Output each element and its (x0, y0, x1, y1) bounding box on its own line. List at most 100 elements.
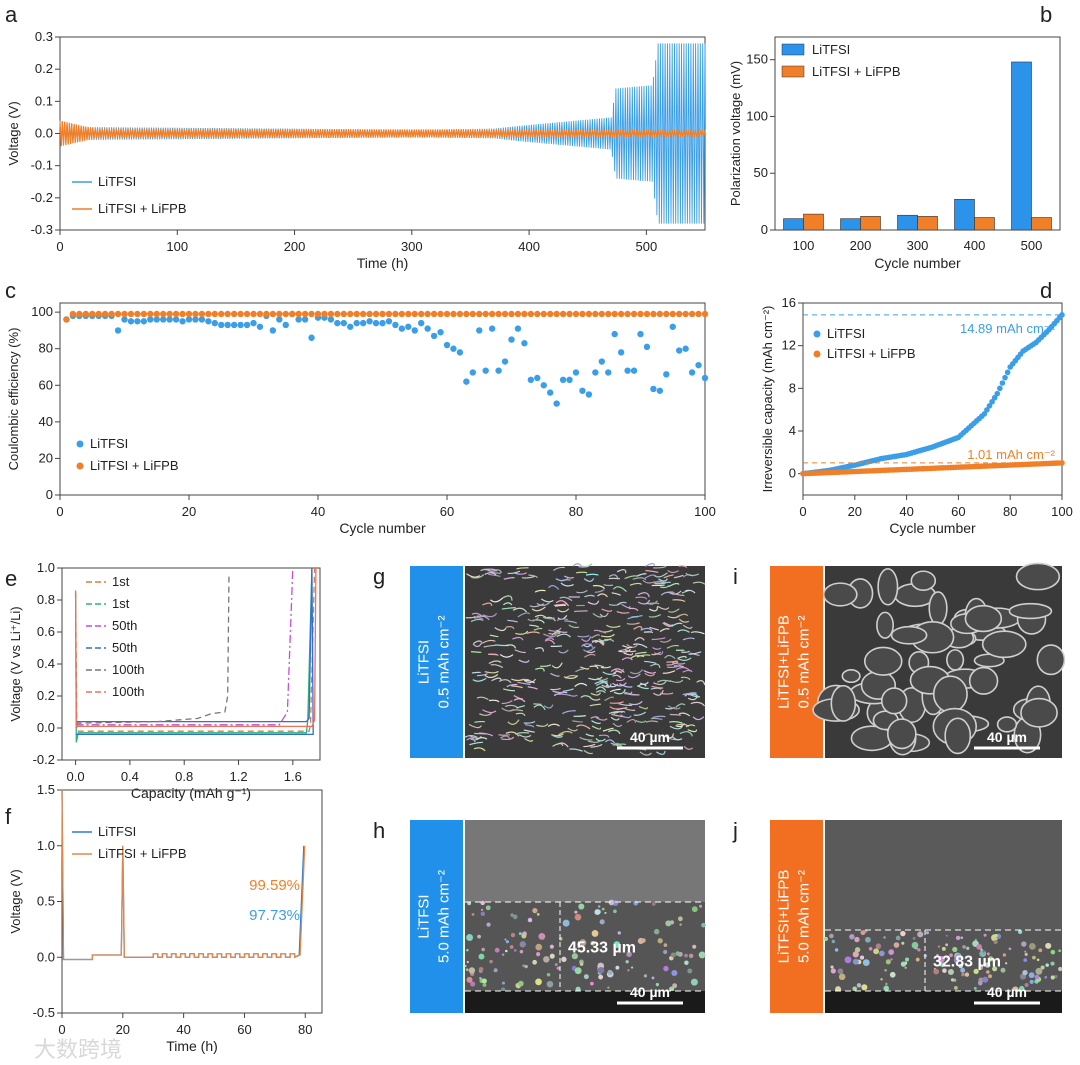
sem-texture (626, 960, 629, 963)
panel-a-ytick-label: -0.3 (31, 222, 53, 237)
panel-c-point-litfsi (599, 358, 605, 364)
sem-texture (880, 978, 882, 980)
sem-texture (824, 583, 857, 606)
sem-texture (574, 911, 577, 914)
sem-texture (1035, 975, 1040, 980)
panel-e-ytick-label: 0.6 (37, 624, 55, 639)
panel-letter-f: f (5, 804, 12, 829)
panel-f-xtick-label: 0 (58, 1022, 65, 1037)
panel-c-point-lifpb (192, 311, 198, 317)
panel-a-xtick-label: 300 (401, 239, 423, 254)
sem-texture (982, 977, 988, 983)
panel-c-point-litfsi (405, 324, 411, 330)
panel-c-point-lifpb (341, 311, 347, 317)
sem-texture (590, 982, 594, 986)
sem-texture (849, 934, 854, 939)
sem-texture (857, 983, 861, 987)
panel-d-point-litfsi (1059, 312, 1065, 318)
sem-i-label-line-1: 0.5 mAh cm⁻² (796, 616, 813, 709)
panel-c-point-lifpb (657, 311, 663, 317)
sem-texture (511, 933, 515, 937)
panel-c-point-lifpb (631, 311, 637, 317)
panel-d-ytick-label: 16 (782, 295, 796, 310)
panel-c-point-litfsi (437, 329, 443, 335)
panel-c-point-lifpb (392, 311, 398, 317)
panel-c-point-litfsi (476, 327, 482, 333)
panel-a-xtick-label: 400 (518, 239, 540, 254)
panel-c-xtick-label: 80 (569, 504, 583, 519)
panel-c-point-litfsi (637, 331, 643, 337)
panel-c-point-litfsi (463, 378, 469, 384)
sem-texture (469, 967, 475, 973)
panel-c-point-lifpb (521, 311, 527, 317)
panel-c-point-litfsi (553, 400, 559, 406)
panel-c-point-lifpb (695, 311, 701, 317)
sem-texture (960, 936, 963, 939)
sem-texture (513, 914, 518, 919)
sem-j-scale-label: 40 µm (987, 984, 1027, 1000)
panel-b-bar-lifpb (861, 216, 881, 230)
sem-texture (537, 913, 540, 916)
sem-texture (502, 953, 504, 955)
sem-texture (945, 718, 970, 753)
panel-f-ytick-label: 0.5 (37, 894, 55, 909)
panel-c-point-litfsi (205, 318, 211, 324)
panel-b-ytick-label: 0 (761, 222, 768, 237)
panel-e-ylabel: Voltage (V vs Li⁺/Li) (8, 606, 23, 721)
panel-c-point-lifpb (618, 311, 624, 317)
sem-texture (946, 935, 948, 937)
panel-e-xlabel: Capacity (mAh g⁻¹) (131, 785, 251, 801)
panel-c-point-lifpb (444, 311, 450, 317)
panel-d-legend-0: LiTFSI (827, 326, 865, 341)
panel-d-point-litfsi (1002, 375, 1008, 381)
sem-texture (863, 959, 870, 966)
sem-texture (1009, 604, 1051, 619)
panel-e-xtick-label: 1.2 (229, 769, 247, 784)
panel-c-point-lifpb (289, 311, 295, 317)
panel-b-xtick-label: 200 (850, 238, 872, 253)
panel-c-point-litfsi (457, 349, 463, 355)
panel-letter-h: h (373, 818, 385, 843)
panel-c-ytick-label: 100 (31, 304, 53, 319)
panel-c-point-lifpb (676, 311, 682, 317)
panel-c-point-lifpb (650, 311, 656, 317)
sem-texture (699, 905, 702, 908)
panel-c-point-lifpb (508, 311, 514, 317)
panel-c-point-lifpb (553, 311, 559, 317)
sem-texture (961, 973, 965, 977)
panel-e-legend-1: 1st (112, 596, 130, 611)
sem-texture (876, 943, 881, 948)
sem-texture (658, 938, 663, 943)
panel-c-point-litfsi (257, 324, 263, 330)
sem-texture (561, 957, 566, 962)
sem-texture (869, 947, 873, 951)
panel-c-point-lifpb (682, 311, 688, 317)
panel-e-xtick-label: 0.4 (121, 769, 139, 784)
panel-c-point-litfsi (179, 318, 185, 324)
panel-d-ytick-label: 4 (789, 423, 796, 438)
sem-texture (536, 952, 540, 956)
sem-texture (578, 904, 584, 910)
panel-c-point-lifpb (141, 311, 147, 317)
panel-c-point-lifpb (257, 311, 263, 317)
sem-texture (547, 973, 550, 976)
panel-c-point-lifpb (218, 311, 224, 317)
sem-texture (1037, 958, 1040, 961)
sem-texture (575, 967, 582, 974)
panel-c-point-lifpb (489, 311, 495, 317)
panel-c-point-lifpb (186, 311, 192, 317)
sem-texture (1038, 948, 1042, 952)
sem-texture (1029, 972, 1035, 978)
panel-d-point-lifpb (1059, 460, 1065, 466)
sem-texture (1021, 941, 1026, 946)
sem-texture (830, 965, 833, 968)
sem-texture (555, 963, 558, 966)
sem-texture (986, 970, 989, 973)
panel-f-legend-0: LiTFSI (98, 824, 136, 839)
panel-c-ytick-label: 60 (39, 377, 53, 392)
sem-texture (615, 966, 619, 970)
panel-f-xtick-label: 80 (298, 1022, 312, 1037)
panel-b-legend-1: LiTFSI + LiFPB (812, 64, 901, 79)
sem-texture (699, 952, 706, 959)
